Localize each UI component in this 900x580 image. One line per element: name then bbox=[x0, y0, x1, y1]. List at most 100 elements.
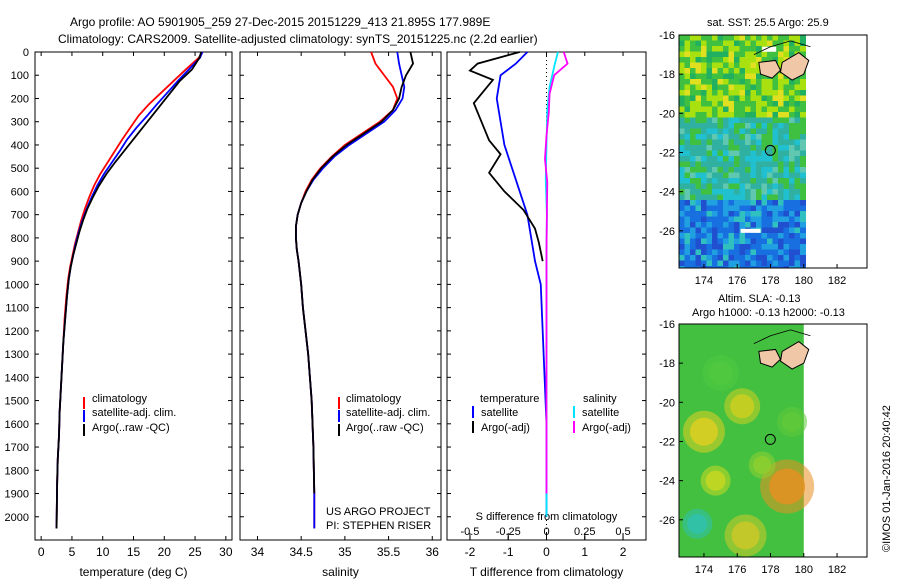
map-cell bbox=[684, 189, 691, 195]
map-cell bbox=[690, 222, 696, 228]
map-cell bbox=[723, 112, 729, 118]
map-cell bbox=[745, 134, 751, 140]
map-cell bbox=[800, 249, 806, 256]
map-cell bbox=[800, 260, 806, 267]
legend-temperature-head: temperature bbox=[480, 393, 539, 405]
map-cell bbox=[717, 134, 724, 140]
map-cell bbox=[756, 216, 762, 223]
map-cell bbox=[712, 200, 718, 206]
difference-legend: temperature salinity satellite Argo(-adj… bbox=[472, 393, 631, 434]
map-cell bbox=[800, 222, 806, 228]
x-top-tick-label: 0.5 bbox=[615, 526, 630, 538]
map-cell bbox=[706, 255, 713, 261]
map-cell bbox=[717, 139, 724, 146]
map-cell bbox=[701, 123, 707, 129]
map-cell bbox=[761, 79, 768, 85]
map-cell bbox=[728, 57, 735, 63]
map-cell bbox=[690, 123, 696, 129]
map-cell bbox=[706, 128, 713, 135]
map-cell bbox=[750, 211, 757, 217]
map-cell bbox=[800, 255, 806, 261]
land-fiji-viti-levu bbox=[758, 348, 782, 368]
map-cell bbox=[690, 73, 696, 80]
map-cell bbox=[761, 194, 768, 201]
map-cell bbox=[761, 244, 768, 250]
map-cell bbox=[794, 150, 801, 157]
map-cell bbox=[717, 172, 724, 179]
map-x-tick-label: 182 bbox=[828, 275, 846, 287]
map-cell bbox=[783, 255, 790, 261]
map-cell bbox=[739, 189, 746, 195]
map-cell bbox=[723, 123, 729, 129]
map-cell bbox=[679, 194, 685, 201]
map-cell bbox=[750, 194, 757, 201]
map-cell bbox=[706, 101, 713, 107]
map-cell bbox=[717, 244, 724, 250]
map-cell bbox=[778, 123, 784, 129]
map-cell bbox=[706, 249, 713, 256]
x-tick-label: 1 bbox=[581, 545, 588, 559]
map-cell bbox=[728, 106, 735, 113]
map-cell bbox=[745, 156, 751, 162]
map-cell bbox=[728, 216, 735, 223]
map-cell bbox=[778, 205, 784, 212]
map-cell bbox=[794, 46, 801, 52]
map-cell bbox=[712, 139, 718, 146]
map-cell bbox=[734, 62, 740, 69]
map-cell bbox=[778, 200, 784, 206]
map-cell bbox=[756, 260, 762, 267]
y-tick-label: 100 bbox=[11, 70, 29, 82]
map-cell bbox=[750, 123, 757, 129]
map-cell bbox=[772, 172, 779, 179]
map-cell bbox=[739, 222, 746, 228]
y-tick-label: 1600 bbox=[5, 419, 29, 431]
map-cell bbox=[761, 84, 768, 91]
map-cell bbox=[706, 139, 713, 146]
map-cell bbox=[767, 260, 773, 267]
map-cell bbox=[794, 139, 801, 146]
map-cell bbox=[679, 51, 685, 58]
map-cell bbox=[767, 183, 773, 190]
map-cell bbox=[789, 90, 795, 96]
map-cell bbox=[690, 40, 696, 47]
map-y-tick-label: -18 bbox=[659, 69, 675, 81]
missing-data bbox=[740, 228, 761, 233]
map-cell bbox=[734, 40, 740, 47]
map-cell bbox=[756, 200, 762, 206]
map-cell bbox=[783, 227, 790, 234]
map-cell bbox=[767, 95, 773, 102]
sla-blob bbox=[730, 394, 755, 419]
map-cell bbox=[728, 178, 735, 184]
map-cell bbox=[684, 90, 691, 96]
map-cell bbox=[723, 145, 729, 151]
map-cell bbox=[679, 156, 685, 162]
sla-blob bbox=[769, 468, 806, 505]
map-cell bbox=[778, 62, 784, 69]
map-cell bbox=[783, 112, 790, 118]
map-cell bbox=[684, 244, 691, 250]
map-cell bbox=[717, 189, 724, 195]
project-line-2: PI: STEPHEN RISER bbox=[326, 520, 431, 532]
map-cell bbox=[706, 260, 713, 267]
map-cell bbox=[690, 233, 696, 239]
map-cell bbox=[778, 167, 784, 173]
map-cell bbox=[783, 40, 790, 47]
y-tick-label: 200 bbox=[11, 93, 29, 105]
legend-salinity-head: salinity bbox=[583, 393, 617, 405]
map-cell bbox=[783, 156, 790, 162]
map-cell bbox=[761, 266, 768, 268]
map-cell bbox=[756, 79, 762, 85]
map-cell bbox=[794, 40, 801, 47]
map-cell bbox=[772, 73, 779, 80]
x-tick-label: -2 bbox=[465, 545, 476, 559]
map-cell bbox=[761, 134, 768, 140]
map-cell bbox=[734, 79, 740, 85]
map-cell bbox=[761, 167, 768, 173]
map-cell bbox=[679, 101, 685, 107]
map-cell bbox=[701, 106, 707, 113]
x-tick-label: 0 bbox=[38, 545, 45, 559]
map-cell bbox=[734, 139, 740, 146]
x-tick-label: 30 bbox=[219, 545, 233, 559]
map-cell bbox=[783, 266, 790, 268]
